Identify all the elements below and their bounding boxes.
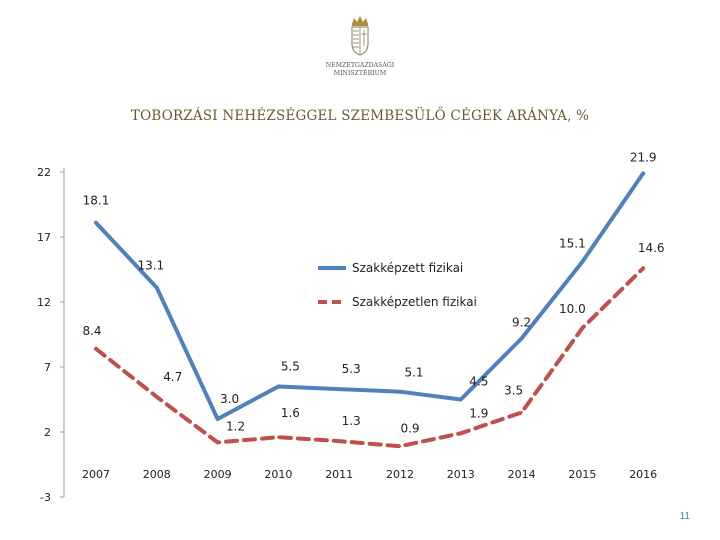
data-label: 10.0 xyxy=(559,302,586,316)
chart-series xyxy=(94,171,646,449)
data-label: 4.5 xyxy=(469,375,488,389)
y-tick-label: 12 xyxy=(37,296,51,309)
data-point xyxy=(398,390,402,393)
x-tick-label: 2014 xyxy=(508,468,536,481)
data-point xyxy=(216,441,219,444)
data-point xyxy=(277,385,280,388)
y-tick-label: 2 xyxy=(44,426,51,439)
crown-icon xyxy=(352,16,368,26)
data-label: 13.1 xyxy=(137,259,164,273)
data-point xyxy=(155,395,158,399)
data-point xyxy=(459,432,462,435)
chart-data-labels: 18.1 13.1 3.0 5.5 5.3 5.1 4.5 9.2 15.1 21.9 8.4 4.7… xyxy=(82,150,664,435)
data-label: 5.3 xyxy=(342,362,361,376)
data-point xyxy=(338,439,341,443)
data-point xyxy=(94,221,98,224)
data-point xyxy=(398,445,402,448)
series-line-unskilled xyxy=(94,266,646,449)
data-point xyxy=(642,172,645,175)
data-label: 4.7 xyxy=(163,370,182,384)
data-point xyxy=(459,398,462,401)
crest-text-line2: MINISZTÉRIUM xyxy=(334,69,387,77)
data-point xyxy=(155,286,158,289)
x-tick-label: 2008 xyxy=(143,468,171,481)
data-label: 5.1 xyxy=(404,366,423,380)
x-tick-label: 2016 xyxy=(629,468,657,481)
data-label: 1.9 xyxy=(469,406,488,420)
data-point xyxy=(520,411,523,414)
data-point xyxy=(277,436,280,439)
data-point xyxy=(581,326,584,330)
chart-title: TOBORZÁSI NEHÉZSÉGGEL SZEMBESÜLŐ CÉGEK A… xyxy=(130,108,590,124)
chart-axes: 22 17 12 7 2 -3 2007 2008 2009 2010 2011 2012 2013 20… xyxy=(37,166,657,504)
data-point xyxy=(520,337,523,340)
data-label: 18.1 xyxy=(83,194,110,208)
chart-legend: Szakképzett fizikai Szakképzetlen fizikai xyxy=(318,261,477,309)
data-label: 1.6 xyxy=(281,406,300,420)
legend-label: Szakképzetlen fizikai xyxy=(352,295,477,309)
y-tick-label: -3 xyxy=(40,491,51,504)
series-line-skilled xyxy=(94,171,646,421)
x-tick-label: 2013 xyxy=(447,468,475,481)
page-number: 11 xyxy=(679,511,690,522)
y-tick-label: 7 xyxy=(44,361,51,374)
data-label: 15.1 xyxy=(559,237,586,251)
x-tick-label: 2007 xyxy=(82,468,110,481)
legend-label: Szakképzett fizikai xyxy=(352,261,463,275)
crest-text-line1: NEMZETGAZDASÁGI xyxy=(326,62,395,69)
data-point xyxy=(581,260,584,263)
x-tick-label: 2010 xyxy=(264,468,292,481)
coat-of-arms-logo: NEMZETGAZDASÁGI MINISZTÉRIUM xyxy=(326,16,395,77)
data-point xyxy=(216,417,219,421)
data-label: 21.9 xyxy=(630,150,657,164)
data-label: 3.5 xyxy=(504,384,523,398)
data-point xyxy=(338,387,341,391)
x-tick-label: 2011 xyxy=(325,468,353,481)
data-label: 0.9 xyxy=(400,421,419,435)
data-label: 14.6 xyxy=(638,241,665,255)
data-label: 5.5 xyxy=(281,360,300,374)
data-label: 3.0 xyxy=(220,392,239,406)
y-tick-label: 17 xyxy=(37,231,51,244)
x-tick-label: 2009 xyxy=(204,468,232,481)
x-tick-label: 2012 xyxy=(386,468,414,481)
x-tick-label: 2015 xyxy=(568,468,596,481)
y-tick-label: 22 xyxy=(37,166,51,179)
data-label: 9.2 xyxy=(512,315,531,329)
data-label: 8.4 xyxy=(82,324,101,338)
data-label: 1.2 xyxy=(226,419,245,433)
data-label: 1.3 xyxy=(342,414,361,428)
data-point xyxy=(94,347,98,350)
data-point xyxy=(642,267,645,270)
